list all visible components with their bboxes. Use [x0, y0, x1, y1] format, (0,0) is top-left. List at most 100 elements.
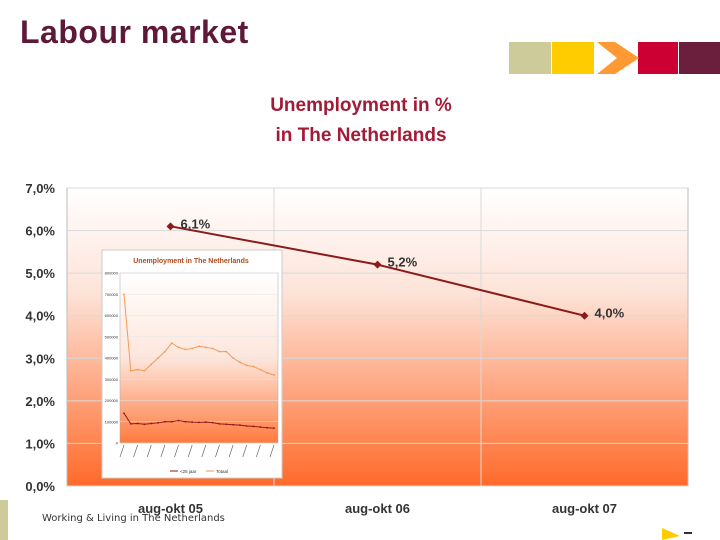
inset-data-point — [218, 350, 221, 353]
inset-series — [123, 293, 275, 430]
chart-subtitle: in The Netherlands — [275, 125, 446, 146]
inset-x-tick-mark — [215, 444, 220, 458]
inset-data-point — [259, 426, 262, 428]
x-tick-label: aug-okt 07 — [552, 501, 617, 516]
inset-data-point — [129, 422, 132, 425]
slide-title: Labour market — [20, 14, 249, 50]
inset-x-tick-mark — [160, 444, 166, 458]
inset-x-axis — [119, 444, 275, 458]
inset-data-point — [143, 369, 146, 372]
inset-data-point — [232, 423, 234, 426]
inset-data-point — [211, 421, 214, 424]
footer-logo-icon — [662, 528, 692, 540]
inset-x-tick-mark — [256, 444, 261, 458]
y-tick-label: 7,0% — [25, 181, 55, 196]
inset-data-point — [225, 350, 228, 353]
y-tick-label: 4,0% — [25, 309, 55, 324]
chart-title: Unemployment in % — [270, 95, 452, 116]
y-tick-label: 3,0% — [25, 351, 55, 366]
inset-data-point — [239, 424, 241, 427]
inset-legend-label: <25 jaar — [180, 469, 197, 474]
decor-block-khaki — [509, 42, 551, 74]
inset-y-tick-label: 500000 — [105, 334, 119, 339]
footer-text: Working & Living in The Netherlands — [42, 513, 225, 524]
inset-chart: Unemployment in The Netherlands 0 100000 2… — [101, 249, 283, 479]
inset-y-tick-label: 200000 — [105, 398, 119, 403]
inset-data-point — [273, 427, 275, 430]
inset-data-point — [266, 371, 269, 374]
inset-data-point — [184, 420, 187, 423]
y-tick-label: 2,0% — [25, 394, 55, 409]
inset-data-point — [123, 293, 125, 296]
inset-data-point — [164, 350, 166, 353]
inset-data-point — [218, 422, 221, 425]
inset-data-point — [245, 364, 248, 367]
inset-data-point — [232, 357, 234, 359]
inset-x-tick-mark — [187, 444, 193, 458]
inset-data-point — [252, 425, 255, 428]
y-tick-label: 6,0% — [25, 224, 55, 239]
inset-y-axis: 0 100000 200000 300000 400000 500000 600000 700… — [105, 271, 119, 446]
inset-title: Unemployment in The Netherlands — [133, 258, 249, 265]
inset-x-tick-mark — [146, 444, 152, 458]
inset-data-point — [252, 365, 255, 368]
inset-x-tick-mark — [174, 444, 179, 458]
inset-data-point — [157, 357, 159, 359]
inset-data-point — [239, 361, 241, 364]
x-tick-label: aug-okt 05 — [138, 501, 203, 516]
inset-data-point — [170, 342, 173, 345]
inset-y-tick-label: 700000 — [105, 292, 119, 297]
x-axis: aug-okt 05 aug-okt 06 aug-okt 07 — [138, 501, 617, 516]
inset-data-point — [198, 345, 200, 348]
inset-y-tick-label: 100000 — [105, 419, 119, 424]
data-point — [373, 260, 382, 269]
inset-data-point — [170, 420, 173, 423]
inset-y-tick-label: 0 — [116, 441, 119, 446]
footer-strip — [0, 500, 8, 540]
inset-legend: <25 jaar Totaal — [170, 469, 228, 474]
inset-data-point — [211, 347, 214, 350]
series-unemployment: 6,1% 5,2% 4,0% — [166, 216, 625, 321]
inset-legend-label: Totaal — [216, 469, 228, 474]
data-label: 4,0% — [595, 306, 625, 321]
inset-data-point — [204, 421, 207, 424]
inset-data-point — [136, 422, 139, 425]
inset-x-tick-mark — [201, 444, 207, 458]
inset-data-point — [266, 426, 269, 429]
inset-x-tick-mark — [119, 444, 125, 458]
decor-arrow-icon — [597, 42, 639, 74]
inset-data-point — [150, 363, 153, 366]
data-label: 6,1% — [181, 216, 211, 231]
y-tick-label: 1,0% — [25, 436, 55, 451]
inset-data-point — [225, 423, 228, 426]
inset-y-tick-label: 600000 — [105, 313, 119, 318]
x-tick-label: aug-okt 06 — [345, 501, 410, 516]
inset-data-point — [136, 368, 139, 371]
inset-y-tick-label: 800000 — [105, 271, 119, 276]
inset-data-point — [204, 346, 207, 349]
inset-x-tick-mark — [228, 444, 234, 458]
data-label: 5,2% — [388, 255, 418, 270]
inset-x-tick-mark — [269, 444, 275, 458]
inset-data-point — [177, 419, 180, 422]
decor-block-maroon — [679, 42, 720, 74]
inset-data-point — [191, 347, 194, 350]
y-tick-label: 5,0% — [25, 266, 55, 281]
inset-data-point — [191, 421, 194, 424]
inset-x-tick-mark — [242, 444, 248, 458]
data-point — [580, 311, 589, 320]
inset-data-point — [143, 423, 146, 426]
decor-block-yellow — [552, 42, 594, 74]
inset-data-point — [123, 412, 125, 415]
data-point — [166, 222, 175, 231]
inset-x-tick-mark — [133, 444, 138, 458]
inset-data-point — [157, 421, 159, 424]
inset-data-point — [259, 368, 262, 371]
inset-y-tick-label: 300000 — [105, 377, 119, 382]
inset-data-point — [129, 369, 132, 372]
inset-data-point — [273, 374, 275, 376]
inset-data-point — [150, 422, 153, 425]
inset-data-point — [198, 421, 200, 424]
inset-data-point — [177, 346, 180, 349]
